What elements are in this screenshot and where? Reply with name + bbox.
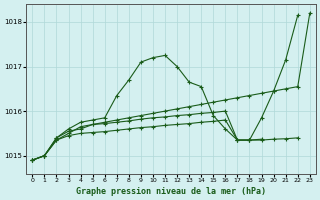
X-axis label: Graphe pression niveau de la mer (hPa): Graphe pression niveau de la mer (hPa)	[76, 187, 266, 196]
